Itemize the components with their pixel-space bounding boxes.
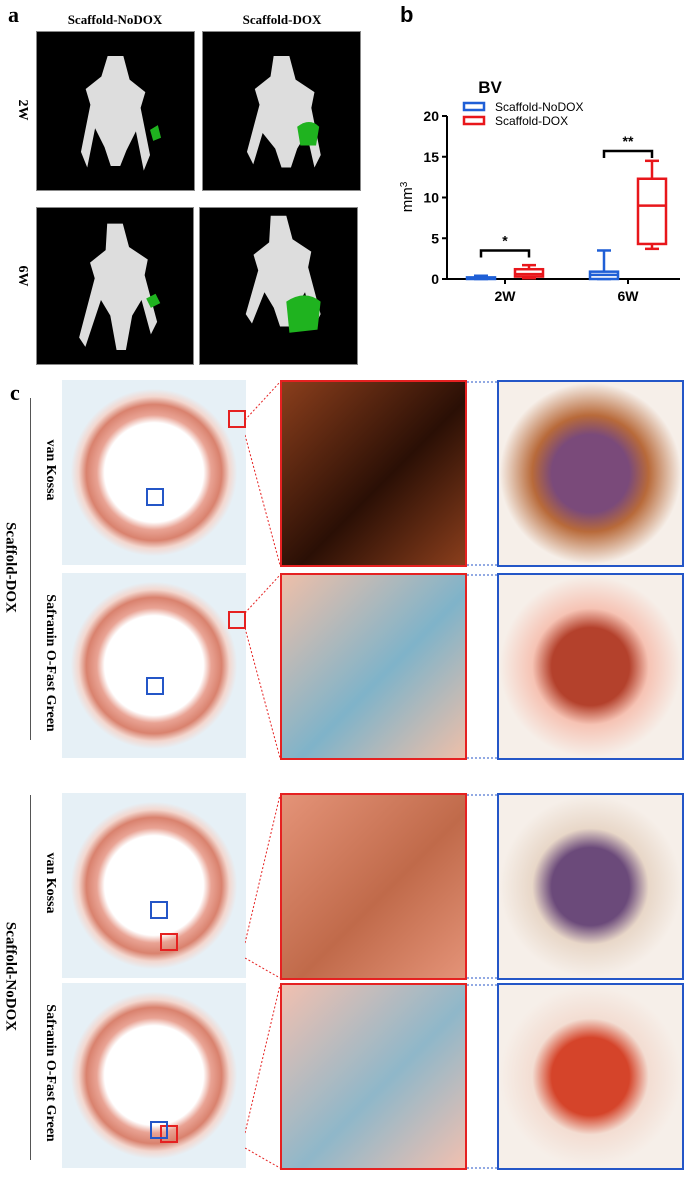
blue-zoom-region-marker — [146, 677, 164, 695]
y-axis-label: mm3 — [399, 181, 417, 212]
red-zoom-region-marker — [228, 611, 246, 629]
significance-bracket — [479, 249, 531, 258]
blue-connector-lines — [467, 984, 497, 1169]
blue-region-magnified-image — [497, 983, 684, 1170]
blue-region-magnified-image — [497, 573, 684, 760]
significance-marker: * — [502, 232, 508, 248]
histology-overview-image — [62, 983, 246, 1168]
ct-image-nodox-2w — [36, 31, 195, 191]
histology-overview-image — [62, 573, 246, 758]
stain-label: Safranin O-Fast Green — [43, 594, 58, 732]
red-region-magnified-image — [280, 983, 467, 1170]
group-label: Scaffold-DOX — [2, 522, 19, 613]
row-label-6w: 6W — [15, 265, 30, 287]
significance-marker: ** — [623, 133, 634, 149]
red-connector-lines — [245, 381, 281, 566]
red-region-magnified-image — [280, 380, 467, 567]
red-zoom-region-marker — [228, 410, 246, 428]
row-label-2w: 2W — [15, 99, 30, 121]
legend-swatch — [462, 101, 486, 112]
histology-overview-image — [62, 793, 246, 978]
y-tick-label: 10 — [423, 190, 439, 206]
panel-a-label: a — [8, 2, 19, 27]
group-divider-line — [30, 398, 31, 740]
ct-image-dox-2w — [202, 31, 361, 191]
red-region-magnified-image — [280, 793, 467, 980]
x-tick-label: 2W — [495, 288, 517, 304]
significance-bracket — [602, 149, 654, 159]
x-tick-label: 6W — [618, 288, 640, 304]
red-connector-lines — [245, 574, 281, 759]
y-tick-label: 20 — [423, 108, 439, 124]
blue-zoom-region-marker — [150, 1121, 168, 1139]
legend-label: Scaffold-NoDOX — [495, 100, 583, 114]
red-zoom-region-marker — [160, 1125, 178, 1143]
ct-image-nodox-6w — [36, 207, 194, 365]
box-scaffold-dox — [636, 177, 668, 246]
stain-label: Safranin O-Fast Green — [43, 1004, 58, 1142]
chart-title: BV — [478, 78, 502, 97]
red-zoom-region-marker — [160, 933, 178, 951]
group-label: Scaffold-NoDOX — [2, 921, 19, 1031]
blue-zoom-region-marker — [146, 488, 164, 506]
stain-label: van Kossa — [43, 439, 58, 501]
column-header-nodox: Scaffold-NoDOX — [67, 12, 163, 27]
column-header-dox: Scaffold-DOX — [242, 12, 322, 27]
red-connector-lines — [245, 794, 281, 979]
blue-zoom-region-marker — [150, 901, 168, 919]
stain-label: van Kossa — [43, 852, 58, 914]
panel-b-label: b — [400, 2, 414, 27]
ct-image-dox-6w — [199, 207, 358, 365]
panel-c-label: c — [10, 380, 20, 405]
legend-label: Scaffold-DOX — [495, 114, 568, 128]
blue-connector-lines — [467, 574, 497, 759]
blue-connector-lines — [467, 794, 497, 979]
blue-connector-lines — [467, 381, 497, 566]
legend-swatch — [462, 115, 486, 126]
blue-region-magnified-image — [497, 380, 684, 567]
y-tick-label: 5 — [431, 230, 439, 246]
blue-region-magnified-image — [497, 793, 684, 980]
y-tick-label: 0 — [431, 271, 439, 287]
group-divider-line — [30, 795, 31, 1160]
histology-overview-image — [62, 380, 246, 565]
y-tick-label: 15 — [423, 149, 439, 165]
red-connector-lines — [245, 984, 281, 1169]
red-region-magnified-image — [280, 573, 467, 760]
